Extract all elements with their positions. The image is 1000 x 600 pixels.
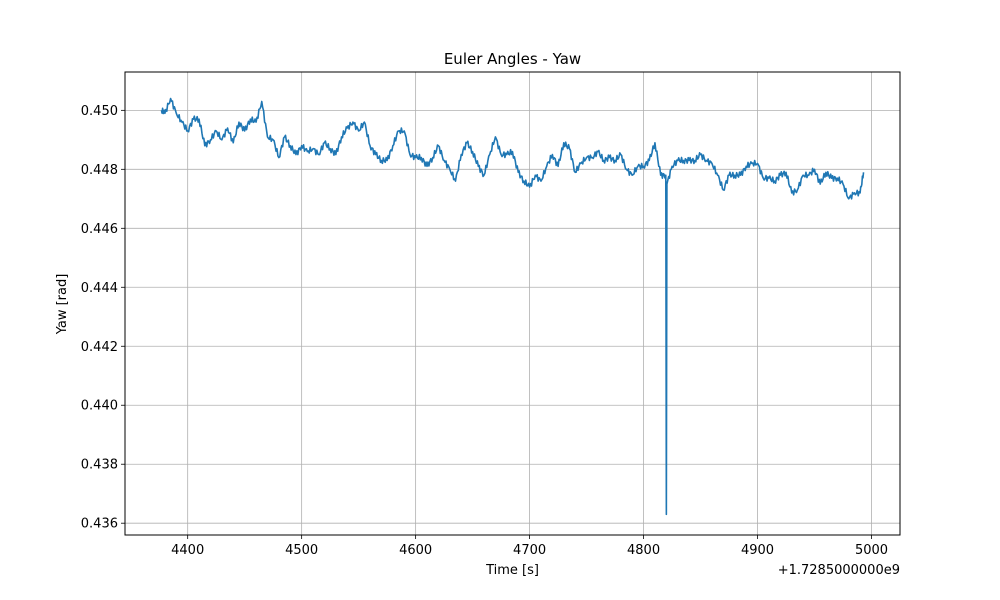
x-tick-label: 4900 xyxy=(741,543,774,558)
y-tick-label: 0.446 xyxy=(81,222,118,237)
y-tick-label: 0.444 xyxy=(81,281,118,296)
series-layer xyxy=(160,97,865,516)
x-axis-offset-label: +1.7285000000e9 xyxy=(778,563,900,578)
x-tick-label: 4600 xyxy=(399,543,432,558)
y-tick-label: 0.438 xyxy=(81,458,118,473)
x-tick-label: 4800 xyxy=(627,543,660,558)
yaw-series-line xyxy=(160,97,865,516)
y-tick-label: 0.448 xyxy=(81,163,118,178)
plot-frame xyxy=(124,71,901,536)
x-tick-label: 4400 xyxy=(171,543,204,558)
axis-ticks: 4400 4500 4600 4700 4800 4900 5000 0.436 0.438 0.… xyxy=(81,104,888,558)
y-tick-label: 0.440 xyxy=(81,399,118,414)
grid-lines xyxy=(125,72,900,535)
x-tick-label: 4500 xyxy=(285,543,318,558)
y-axis-label: Yaw [rad] xyxy=(55,274,70,336)
y-tick-label: 0.442 xyxy=(81,340,118,355)
y-tick-label: 0.450 xyxy=(81,104,118,119)
x-tick-label: 5000 xyxy=(855,543,888,558)
y-tick-label: 0.436 xyxy=(81,517,118,532)
x-axis-label: Time [s] xyxy=(485,563,539,578)
chart-title: Euler Angles - Yaw xyxy=(444,50,581,68)
x-tick-label: 4700 xyxy=(513,543,546,558)
